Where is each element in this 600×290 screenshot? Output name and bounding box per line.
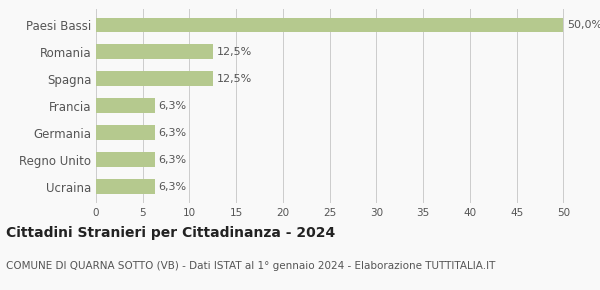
- Bar: [96, 98, 155, 113]
- Text: 50,0%: 50,0%: [567, 20, 600, 30]
- Bar: [96, 44, 213, 59]
- Text: 12,5%: 12,5%: [217, 47, 252, 57]
- Text: 6,3%: 6,3%: [158, 182, 187, 192]
- Text: 6,3%: 6,3%: [158, 101, 187, 111]
- Text: Cittadini Stranieri per Cittadinanza - 2024: Cittadini Stranieri per Cittadinanza - 2…: [6, 226, 335, 240]
- Bar: [96, 179, 155, 194]
- Text: 12,5%: 12,5%: [217, 74, 252, 84]
- Text: 6,3%: 6,3%: [158, 128, 187, 138]
- Bar: [96, 125, 155, 140]
- Bar: [96, 71, 213, 86]
- Text: COMUNE DI QUARNA SOTTO (VB) - Dati ISTAT al 1° gennaio 2024 - Elaborazione TUTTI: COMUNE DI QUARNA SOTTO (VB) - Dati ISTAT…: [6, 261, 496, 271]
- Text: 6,3%: 6,3%: [158, 155, 187, 165]
- Bar: [96, 152, 155, 167]
- Bar: [96, 17, 563, 32]
